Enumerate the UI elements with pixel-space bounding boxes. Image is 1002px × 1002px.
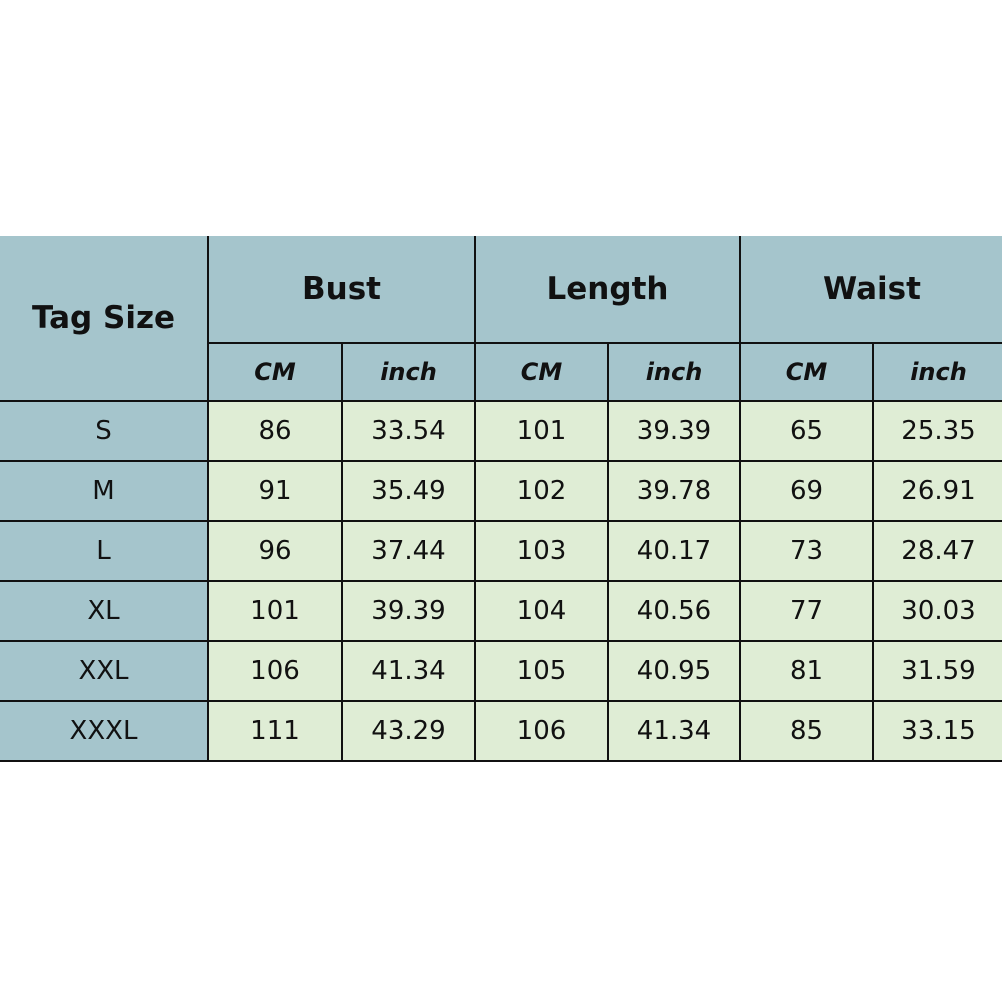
measurement-cell: 40.17: [607, 520, 741, 582]
measurement-cell: 40.56: [607, 580, 741, 642]
measurement-cell: 106: [474, 700, 609, 762]
table-row: XL 101 39.39 104 40.56 77 30.03: [0, 580, 1002, 642]
unit-header: inch: [607, 342, 741, 402]
unit-header: CM: [208, 342, 343, 402]
measurement-cell: 33.15: [872, 700, 1002, 762]
tag-size-cell: M: [0, 460, 209, 522]
table-row: XXXL 111 43.29 106 41.34 85 33.15: [0, 700, 1002, 762]
measurement-cell: 103: [474, 520, 609, 582]
tag-size-header: Tag Size: [0, 236, 209, 402]
table-row: S 86 33.54 101 39.39 65 25.35: [0, 400, 1002, 462]
measurement-cell: 31.59: [872, 640, 1002, 702]
measurement-cell: 86: [207, 400, 343, 462]
unit-header: inch: [872, 342, 1002, 402]
measurement-cell: 105: [474, 640, 609, 702]
measurement-cell: 104: [474, 580, 609, 642]
measurement-cell: 28.47: [872, 520, 1002, 582]
measurement-cell: 30.03: [872, 580, 1002, 642]
waist-header: Waist: [739, 236, 1002, 344]
measurement-cell: 43.29: [341, 700, 476, 762]
measurement-cell: 39.39: [607, 400, 741, 462]
measurement-cell: 33.54: [341, 400, 476, 462]
measurement-cell: 102: [474, 460, 609, 522]
measurement-cell: 37.44: [341, 520, 476, 582]
measurement-cell: 101: [207, 580, 343, 642]
measurement-cell: 41.34: [607, 700, 741, 762]
measurement-cell: 65: [739, 400, 874, 462]
measurement-cell: 81: [739, 640, 874, 702]
bust-header: Bust: [207, 236, 476, 344]
tag-size-cell: XXXL: [0, 700, 209, 762]
size-chart-table: Tag Size Bust Length Waist CM inch CM inch C…: [0, 236, 1002, 762]
measurement-cell: 26.91: [872, 460, 1002, 522]
measurement-cell: 85: [739, 700, 874, 762]
measurement-cell: 106: [207, 640, 343, 702]
unit-header: inch: [341, 342, 476, 402]
measurement-cell: 41.34: [341, 640, 476, 702]
measurement-cell: 111: [207, 700, 343, 762]
measurement-cell: 73: [739, 520, 874, 582]
measurement-cell: 39.78: [607, 460, 741, 522]
measurement-cell: 69: [739, 460, 874, 522]
measurement-cell: 101: [474, 400, 609, 462]
table-row: M 91 35.49 102 39.78 69 26.91: [0, 460, 1002, 522]
measurement-cell: 40.95: [607, 640, 741, 702]
measurement-cell: 77: [739, 580, 874, 642]
measurement-cell: 35.49: [341, 460, 476, 522]
measurement-cell: 91: [207, 460, 343, 522]
tag-size-cell: XL: [0, 580, 209, 642]
tag-size-cell: XXL: [0, 640, 209, 702]
tag-size-cell: S: [0, 400, 209, 462]
measurement-cell: 25.35: [872, 400, 1002, 462]
length-header: Length: [474, 236, 741, 344]
unit-header: CM: [474, 342, 609, 402]
table-row: XXL 106 41.34 105 40.95 81 31.59: [0, 640, 1002, 702]
unit-header: CM: [739, 342, 874, 402]
measurement-cell: 96: [207, 520, 343, 582]
measurement-cell: 39.39: [341, 580, 476, 642]
table-row: L 96 37.44 103 40.17 73 28.47: [0, 520, 1002, 582]
tag-size-cell: L: [0, 520, 209, 582]
